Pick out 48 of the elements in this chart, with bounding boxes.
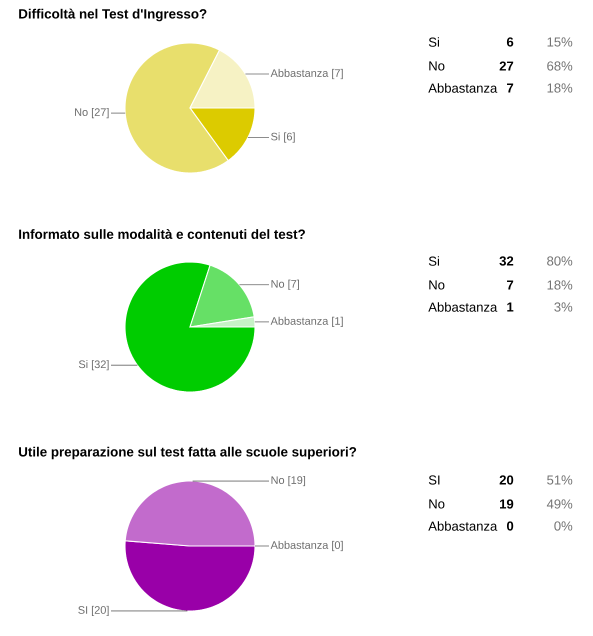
data-label: [1] bbox=[332, 316, 343, 327]
data-label: [7] bbox=[332, 68, 343, 80]
text: 68% bbox=[547, 61, 572, 71]
category-label: No bbox=[429, 61, 444, 71]
category-label: SI bbox=[428, 475, 440, 485]
text: 0% bbox=[554, 521, 572, 531]
category-label: Si bbox=[428, 256, 440, 266]
slice-label: No bbox=[271, 476, 284, 484]
data-label: [19] bbox=[288, 476, 306, 486]
text: 18% bbox=[548, 83, 572, 93]
text: 49% bbox=[546, 499, 572, 509]
category-label: Abbastanza bbox=[428, 83, 498, 93]
text: 1 bbox=[507, 302, 514, 312]
text: 18% bbox=[548, 280, 572, 290]
text: 32 bbox=[499, 256, 514, 266]
text: 80% bbox=[547, 256, 572, 266]
text: 3% bbox=[554, 302, 572, 312]
chart-title: Difficoltà nel Test d'Ingresso? bbox=[19, 8, 206, 22]
data-label: [20] bbox=[92, 606, 109, 616]
text: 7 bbox=[507, 280, 514, 290]
text: 15% bbox=[548, 37, 572, 47]
legend-label: Abbastanza bbox=[270, 540, 328, 549]
category-label: Si bbox=[428, 37, 440, 47]
data-label: [7] bbox=[288, 280, 299, 290]
text: 7 bbox=[507, 84, 514, 92]
chart-title: Utile preparazione sul test fatta alle scuole superiori? bbox=[19, 446, 356, 460]
chart-title: Informato sulle modalità e contenuti del test? bbox=[19, 229, 305, 239]
category-label: No bbox=[429, 280, 444, 290]
data-label: [27] bbox=[92, 108, 109, 118]
slice-label: Si bbox=[271, 132, 280, 140]
text: 27 bbox=[500, 61, 514, 71]
category-label: Abbastanza bbox=[428, 302, 498, 312]
category-label: Abbastanza bbox=[428, 521, 498, 531]
text: 0 bbox=[506, 521, 514, 531]
slice-label: No bbox=[75, 108, 88, 116]
text: [0] bbox=[332, 540, 343, 552]
slice-label: Si bbox=[78, 360, 88, 368]
slice-label: SI bbox=[78, 606, 88, 614]
text: 51% bbox=[547, 475, 572, 485]
data-label: [32] bbox=[92, 360, 109, 370]
slice-label: Abbastanza bbox=[270, 316, 328, 325]
text: 6 bbox=[506, 37, 514, 47]
category-label: No bbox=[429, 499, 444, 509]
data-label: [6] bbox=[284, 132, 295, 143]
text: 20 bbox=[500, 475, 514, 485]
slice-label: Abbastanza bbox=[270, 68, 328, 77]
text: 19 bbox=[500, 499, 514, 509]
slice-label: No bbox=[271, 280, 284, 288]
